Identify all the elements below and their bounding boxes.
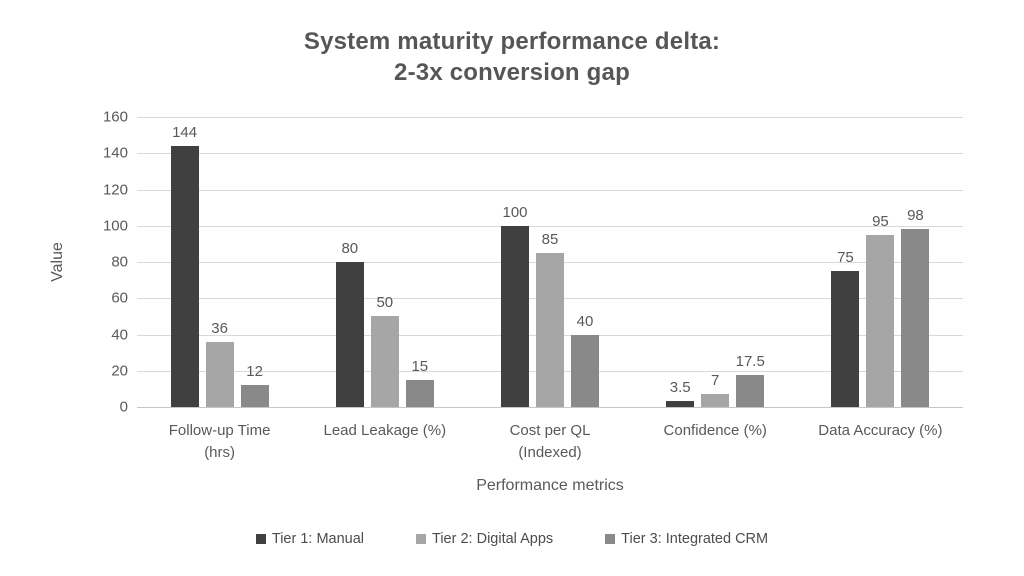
chart-title-line1: System maturity performance delta:: [303, 28, 721, 55]
bar-group: 100 85 40: [467, 117, 632, 407]
category-label-line: Confidence (%): [663, 422, 767, 439]
y-tick-label: 80: [111, 253, 128, 271]
y-tick-label: 60: [111, 289, 128, 307]
bar: 50: [370, 294, 399, 407]
bar: 3.5: [666, 379, 695, 407]
chart-title-line2: 2-3x conversion gap: [394, 59, 630, 86]
y-tick-label: 160: [102, 108, 128, 126]
chart-title: System maturity performance delta: 2-3x …: [0, 26, 1024, 88]
category-label: Data Accuracy (%): [798, 420, 963, 464]
bar-value-label: 100: [502, 203, 528, 221]
gridline: [137, 189, 963, 191]
legend-swatch-icon: [255, 534, 266, 544]
bar-value-label: 17.5: [735, 353, 765, 371]
bar-value-label: 36: [211, 319, 228, 337]
bar: 7: [701, 372, 730, 407]
plot-area: 144 36 12 80 50 15 100 85 40 3.5 7 17.5 75 95 98: [137, 117, 963, 408]
bar: 36: [205, 320, 234, 407]
bar: 40: [571, 313, 599, 407]
y-tick-label: 0: [119, 398, 128, 416]
category-label-line: Data Accuracy (%): [818, 422, 943, 439]
y-tick-label: 40: [111, 326, 128, 343]
bar: 17.5: [736, 353, 765, 407]
legend: Tier 1: Manual Tier 2: Digital Apps Tier 3…: [0, 531, 1024, 547]
y-axis-ticks: 0 20 40 60 80 100 120 140 160: [80, 109, 128, 416]
y-tick-label: 120: [102, 181, 128, 198]
gridline: [137, 117, 963, 118]
x-axis-baseline: [137, 407, 963, 408]
legend-item: Tier 2: Digital Apps: [416, 531, 553, 547]
category-label: Follow-up Time (hrs): [137, 420, 302, 464]
bar-value-label: 75: [837, 249, 854, 267]
bar-group: 3.5 7 17.5: [633, 117, 798, 407]
gridline: [137, 153, 963, 155]
bar: 75: [831, 249, 860, 407]
legend-label: Tier 1: Manual: [271, 531, 365, 547]
bar-value-label: 95: [872, 212, 889, 230]
y-axis-title-label: Value: [48, 242, 66, 282]
bar-group: 144 36 12: [137, 117, 302, 407]
legend-label: Tier 3: Integrated CRM: [621, 531, 769, 547]
bar-value-label: 50: [376, 294, 394, 312]
bar-groups: 144 36 12 80 50 15 100 85 40 3.5 7 17.5 75 95 98: [137, 117, 963, 407]
category-label-line: (hrs): [204, 444, 236, 461]
bar: 144: [170, 124, 199, 407]
y-tick-label: 100: [102, 217, 128, 235]
bar-value-label: 144: [172, 124, 198, 141]
category-label-line: (Indexed): [518, 444, 582, 461]
bar-group: 80 50 15: [302, 117, 467, 407]
bar: 98: [901, 207, 930, 407]
bar-value-label: 3.5: [669, 378, 691, 396]
bar-value-label: 7: [711, 372, 720, 390]
y-axis-title: Value: [38, 117, 78, 407]
category-label-line: Lead Leakage (%): [323, 422, 447, 439]
y-tick-label: 140: [102, 144, 128, 162]
y-tick-label: 20: [111, 362, 128, 380]
x-axis-category-labels: Follow-up Time (hrs) Lead Leakage (%) Cost …: [137, 420, 963, 464]
category-label: Cost per QL (Indexed): [467, 420, 632, 464]
gridline: [137, 225, 963, 227]
category-label: Confidence (%): [633, 420, 798, 464]
bar-value-label: 12: [246, 363, 263, 381]
bar-value-label: 98: [907, 207, 924, 225]
bar-group: 75 95 98: [798, 117, 963, 407]
bar: 95: [866, 213, 895, 407]
legend-label: Tier 2: Digital Apps: [432, 531, 554, 547]
legend-item: Tier 3: Integrated CRM: [605, 531, 768, 547]
bar: 12: [240, 363, 269, 407]
bar-value-label: 85: [541, 230, 559, 248]
bar-value-label: 80: [341, 240, 359, 257]
x-axis-title: Performance metrics: [476, 477, 624, 494]
bar-value-label: 40: [576, 312, 594, 330]
legend-item: Tier 1: Manual: [255, 531, 365, 547]
category-label-line: Follow-up Time: [168, 422, 271, 439]
bar: 85: [536, 231, 564, 407]
legend-swatch-icon: [416, 534, 427, 544]
legend-swatch-icon: [605, 534, 616, 544]
bar: 100: [501, 204, 529, 407]
category-label-line: Cost per QL: [509, 422, 591, 439]
bar: 15: [405, 358, 434, 407]
category-label: Lead Leakage (%): [302, 420, 467, 464]
bar: 80: [335, 240, 364, 407]
bar-value-label: 15: [411, 357, 429, 375]
